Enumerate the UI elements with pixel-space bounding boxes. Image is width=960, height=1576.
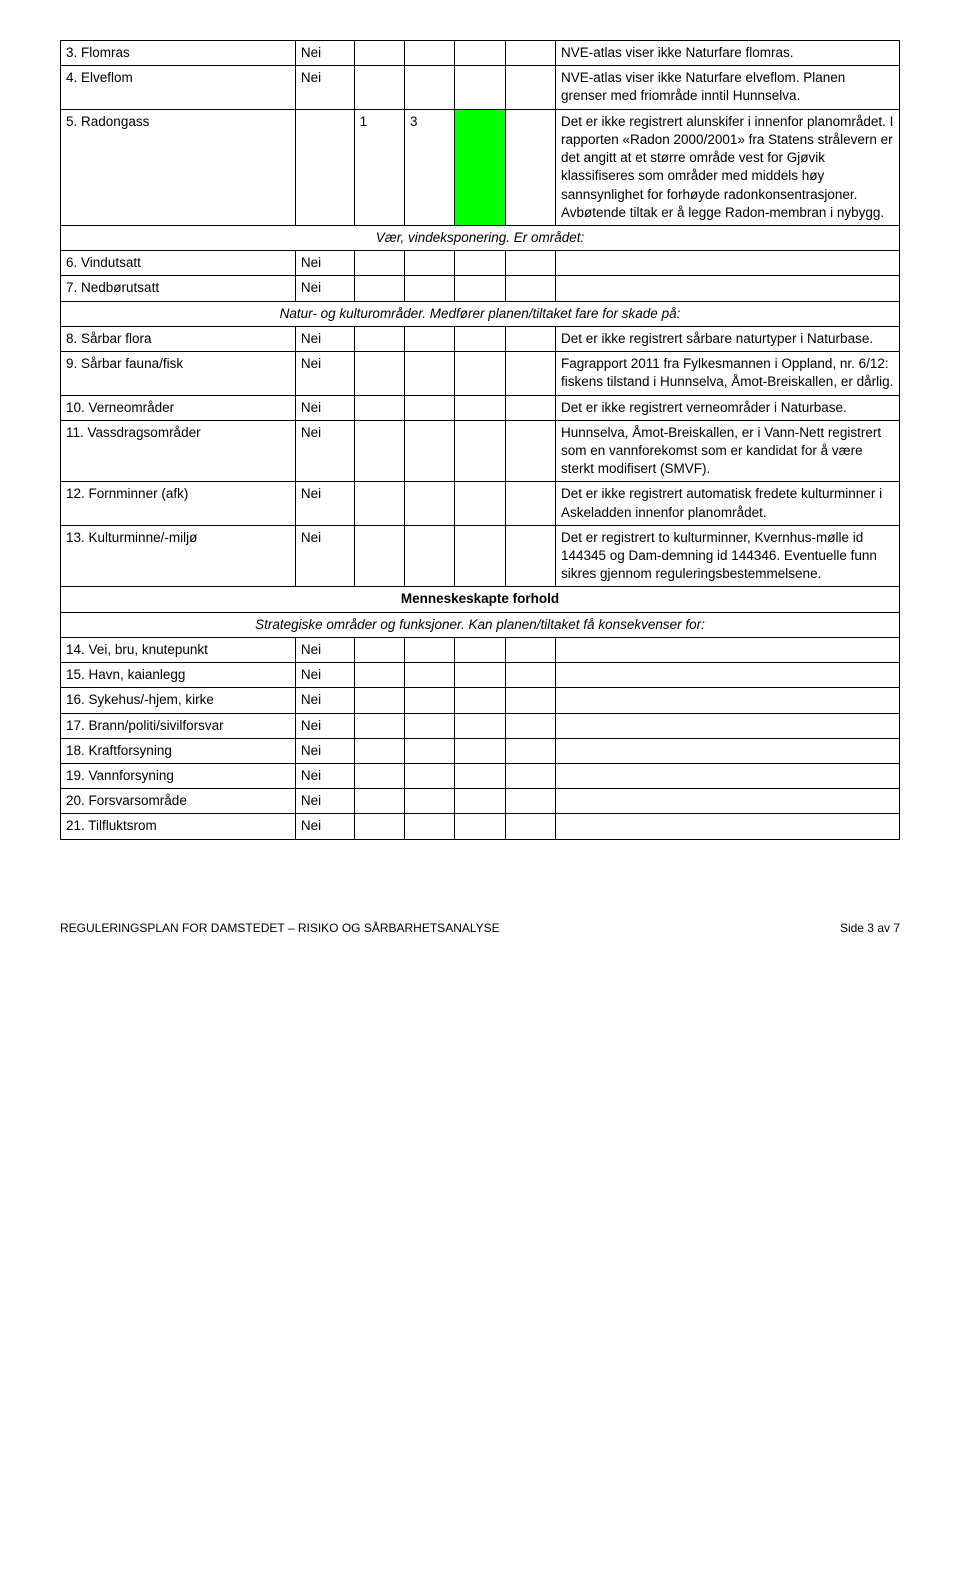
row-value: Nei [295,276,354,301]
table-row: 6. Vindutsatt Nei [61,251,900,276]
row-num: 9. [66,356,77,371]
section-label: Natur- og kulturområder. Medfører planen… [61,301,900,326]
table-row: 20. Forsvarsområde Nei [61,789,900,814]
row-num: 18. [66,743,85,758]
row-num: 4. [66,70,77,85]
row-comment: Det er ikke registrert sårbare naturtype… [555,326,899,351]
row-num: 8. [66,331,77,346]
row-comment: NVE-atlas viser ikke Naturfare flomras. [555,41,899,66]
row-value: Nei [295,66,354,109]
row-label: Flomras [81,45,130,60]
table-row: 15. Havn, kaianlegg Nei [61,663,900,688]
section-header: Vær, vindeksponering. Er området: [61,225,900,250]
row-label: Verneområder [89,400,175,415]
row-num: 7. [66,280,77,295]
row-label: Havn, kaianlegg [89,667,186,682]
row-value: Nei [295,482,354,525]
table-row: 8. Sårbar flora Nei Det er ikke registre… [61,326,900,351]
table-row: 18. Kraftforsyning Nei [61,738,900,763]
row-label: Fornminner (afk) [89,486,189,501]
row-num: 21. [66,818,85,833]
row-value: Nei [295,764,354,789]
table-row: 7. Nedbørutsatt Nei [61,276,900,301]
row-label: Kulturminne/-miljø [89,530,198,545]
row-label: Forsvarsområde [89,793,187,808]
row-comment: Fagrapport 2011 fra Fylkesmannen i Oppla… [555,352,899,395]
row-num: 6. [66,255,77,270]
row-label: Vannforsyning [89,768,174,783]
row-label: Sårbar fauna/fisk [81,356,183,371]
row-value: Nei [295,637,354,662]
row-num: 5. [66,114,77,129]
row-label: Kraftforsyning [89,743,172,758]
page-footer: REGULERINGSPLAN FOR DAMSTEDET – RISIKO O… [60,920,900,936]
table-row: 11. Vassdragsområder Nei Hunnselva, Åmot… [61,420,900,482]
table-row: 21. Tilfluktsrom Nei [61,814,900,839]
footer-right: Side 3 av 7 [840,920,900,936]
row-num: 17. [66,718,85,733]
row-value: Nei [295,352,354,395]
footer-left: REGULERINGSPLAN FOR DAMSTEDET – RISIKO O… [60,920,500,936]
row-num: 3. [66,45,77,60]
highlight-cell [455,109,505,225]
row-value: Nei [295,738,354,763]
table-row: 17. Brann/politi/sivilforsvar Nei [61,713,900,738]
row-value: Nei [295,713,354,738]
section-header-bold: Menneskeskapte forhold [61,587,900,612]
section-label: Strategiske områder og funksjoner. Kan p… [61,612,900,637]
row-label: Nedbørutsatt [81,280,159,295]
table-row: 12. Fornminner (afk) Nei Det er ikke reg… [61,482,900,525]
table-row: 19. Vannforsyning Nei [61,764,900,789]
row-label: Sykehus/-hjem, kirke [89,692,214,707]
row-label: Vassdragsområder [88,425,201,440]
row-label: Vei, bru, knutepunkt [89,642,208,657]
row-num: 19. [66,768,85,783]
row-c1: 1 [354,109,404,225]
row-num: 14. [66,642,85,657]
row-value: Nei [295,326,354,351]
row-comment: Det er ikke registrert verneområder i Na… [555,395,899,420]
row-label: Radongass [81,114,149,129]
row-comment: Det er ikke registrert automatisk fredet… [555,482,899,525]
section-label: Menneskeskapte forhold [61,587,900,612]
table-row: 16. Sykehus/-hjem, kirke Nei [61,688,900,713]
row-num: 11. [66,425,84,440]
section-label: Vær, vindeksponering. Er området: [61,225,900,250]
row-comment: Det er registrert to kulturminner, Kvern… [555,525,899,587]
row-value: Nei [295,251,354,276]
row-num: 15. [66,667,85,682]
row-num: 20. [66,793,85,808]
table-row: 3. Flomras Nei NVE-atlas viser ikke Natu… [61,41,900,66]
row-comment: Hunnselva, Åmot-Breiskallen, er i Vann-N… [555,420,899,482]
row-value: Nei [295,420,354,482]
table-row: 13. Kulturminne/-miljø Nei Det er regist… [61,525,900,587]
row-value: Nei [295,525,354,587]
row-value: Nei [295,789,354,814]
row-num: 16. [66,692,85,707]
table-row: 4. Elveflom Nei NVE-atlas viser ikke Nat… [61,66,900,109]
row-value: Nei [295,688,354,713]
row-c2: 3 [404,109,454,225]
section-header: Natur- og kulturområder. Medfører planen… [61,301,900,326]
row-num: 12. [66,486,85,501]
row-label: Brann/politi/sivilforsvar [89,718,224,733]
row-num: 10. [66,400,85,415]
risk-table: 3. Flomras Nei NVE-atlas viser ikke Natu… [60,40,900,840]
row-label: Tilfluktsrom [88,818,157,833]
row-label: Elveflom [81,70,133,85]
section-header: Strategiske områder og funksjoner. Kan p… [61,612,900,637]
row-value: Nei [295,814,354,839]
row-num: 13. [66,530,85,545]
table-row: 9. Sårbar fauna/fisk Nei Fagrapport 2011… [61,352,900,395]
row-comment: NVE-atlas viser ikke Naturfare elveflom.… [555,66,899,109]
row-label: Sårbar flora [81,331,152,346]
row-label: Vindutsatt [81,255,141,270]
table-row: 10. Verneområder Nei Det er ikke registr… [61,395,900,420]
table-row: 5. Radongass 1 3 Det er ikke registrert … [61,109,900,225]
row-value: Nei [295,41,354,66]
row-comment: Det er ikke registrert alunskifer i inne… [555,109,899,225]
table-row: 14. Vei, bru, knutepunkt Nei [61,637,900,662]
row-value: Nei [295,395,354,420]
row-value: Nei [295,663,354,688]
